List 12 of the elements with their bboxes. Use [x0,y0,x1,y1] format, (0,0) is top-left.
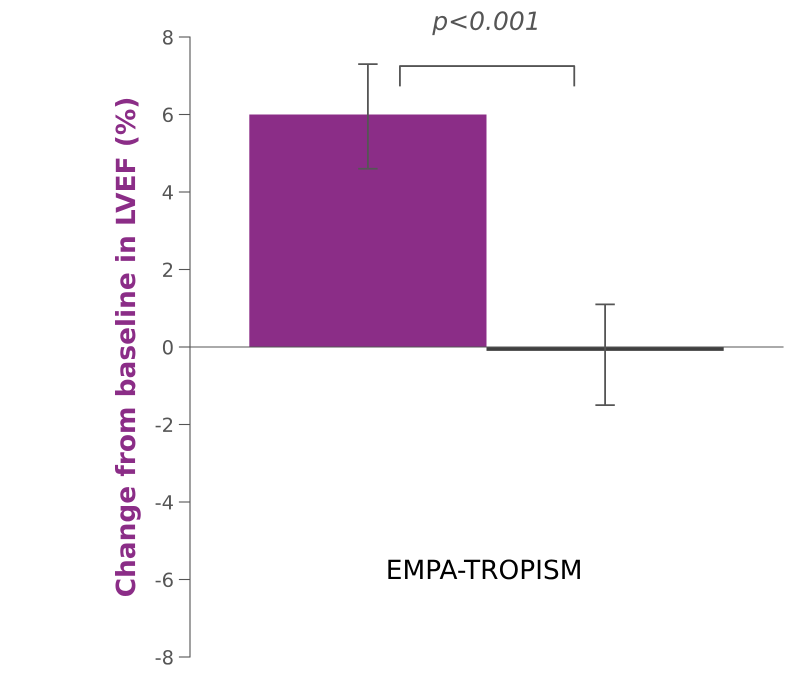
text: p<0.001 [432,11,537,36]
y-tick-label: 2 [163,262,172,277]
y-tick-label: -2 [156,417,172,432]
y-tick-label: -4 [156,495,173,510]
y-tick-label: 6 [163,107,173,122]
y-tick-label: -6 [156,572,173,588]
y-tick-label: 8 [162,30,173,45]
annotation: EMPA-TROPISM [388,559,580,580]
y-tick-label: 0 [162,340,173,355]
y-axis-title: Change from baseline in LVEF (%) [115,98,141,596]
y-tick-label: -8 [156,650,173,665]
y-tick-label: 4 [162,185,173,200]
